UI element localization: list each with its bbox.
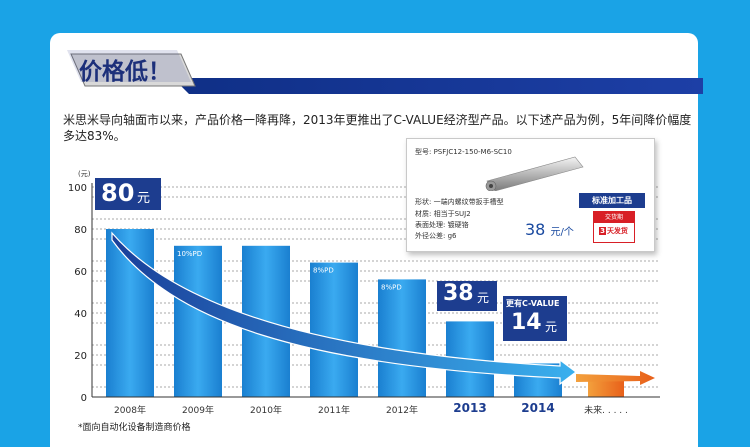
- callout-2013: 38 元: [437, 281, 497, 311]
- y-tick-label: 0: [81, 393, 87, 404]
- y-tick-label: 60: [74, 267, 87, 278]
- standard-badge: 标准加工品: [579, 193, 645, 208]
- banner-band: [173, 78, 703, 94]
- x-tick-label-6: 2014: [521, 401, 554, 415]
- callout-2013-value: 38: [443, 281, 474, 306]
- x-tick-label-1: 2009年: [182, 404, 214, 416]
- bar-7: [588, 378, 624, 397]
- y-tick-label: 80: [74, 225, 87, 236]
- delivery-badge-title: 交货期: [594, 212, 634, 223]
- product-model: 型号: PSFJC12-150-M6-SC10: [415, 148, 512, 156]
- trend-arrow: [111, 231, 577, 386]
- bar-4: [378, 279, 426, 397]
- x-tick-label-4: 2012年: [386, 404, 418, 416]
- x-tick-label-2: 2010年: [250, 404, 282, 416]
- callout-2008-value: 80: [101, 179, 135, 207]
- future-arrow: [576, 371, 655, 385]
- delivery-days-label: 天发货: [606, 227, 628, 235]
- delivery-days-number: 3: [599, 227, 606, 235]
- bar-3: [310, 262, 358, 397]
- x-tick-label-3: 2011年: [318, 404, 350, 416]
- bar-label-3: 8%PD: [313, 267, 334, 275]
- y-tick-label: 40: [74, 309, 87, 320]
- callout-2014-value: 14: [511, 310, 542, 335]
- product-price-unit: 元/个: [550, 227, 574, 238]
- product-card: 型号: PSFJC12-150-M6-SC10 形状: 一端内螺纹带扳手槽型 材…: [406, 138, 655, 252]
- callout-2014-header: 更有C-VALUE: [506, 299, 560, 308]
- x-tick-label-7: 未来. . . . .: [584, 404, 628, 416]
- shaft-image: [485, 156, 584, 191]
- bar-label-1: 10%PD: [177, 250, 202, 258]
- delivery-badge: 交货期 3 天发货: [593, 211, 635, 243]
- product-price: 38 元/个: [525, 220, 574, 239]
- callout-2014: 更有C-VALUE 14 元: [503, 296, 567, 341]
- product-spec-surface: 表面处理: 镀硬铬: [415, 221, 469, 229]
- y-tick-label: 20: [74, 351, 87, 362]
- banner-tag: [70, 53, 196, 87]
- callout-2013-unit: 元: [477, 291, 490, 305]
- intro-text: 米思米导向轴面市以来，产品价格一降再降，2013年更推出了C-VALUE经济型产…: [63, 113, 692, 143]
- product-price-value: 38: [525, 220, 546, 239]
- callout-2014-unit: 元: [545, 320, 558, 334]
- product-spec-material: 材质: 相当于SUJ2: [415, 210, 471, 218]
- callout-2008: 80 元: [95, 178, 161, 210]
- callout-2008-unit: 元: [137, 191, 151, 206]
- banner-title: 价格低！: [79, 58, 171, 85]
- product-spec-tolerance: 外径公差: g6: [415, 232, 457, 240]
- title-banner: 价格低！: [67, 50, 703, 94]
- bar-1: [174, 245, 222, 397]
- footnote: *面向自动化设备制造商价格: [78, 423, 191, 433]
- x-tick-label-0: 2008年: [114, 404, 146, 416]
- delivery-badge-days: 3 天发货: [594, 223, 634, 240]
- product-spec-shape: 形状: 一端内螺纹带扳手槽型: [415, 198, 504, 206]
- y-unit-label: (元): [78, 170, 91, 178]
- x-tick-label-5: 2013: [453, 401, 486, 415]
- y-tick-label: 100: [68, 183, 87, 194]
- bar-label-4: 8%PD: [381, 283, 402, 291]
